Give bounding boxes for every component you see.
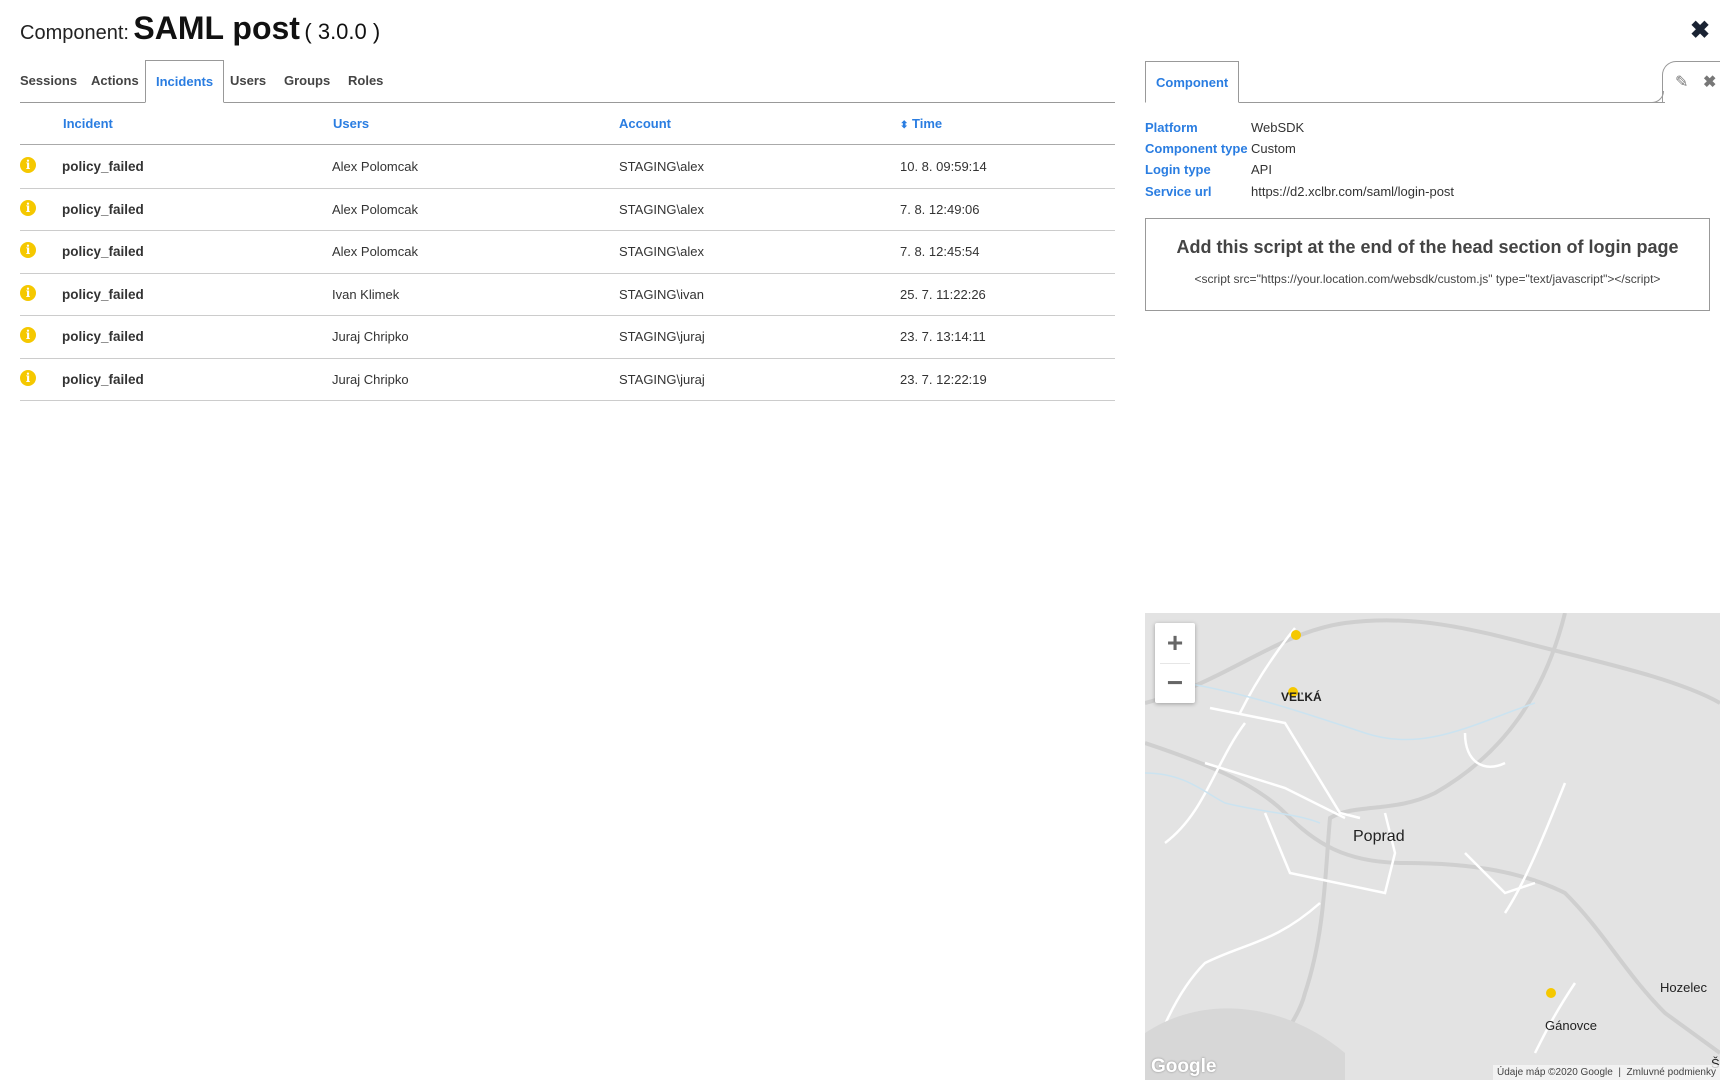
close-icon[interactable]: ✖ [1690, 17, 1711, 44]
sort-icon[interactable]: ⬍ [900, 120, 909, 131]
script-title: Add this script at the end of the head s… [1176, 237, 1679, 257]
incident-name: policy_failed [62, 201, 144, 217]
column-users[interactable]: Users [333, 116, 370, 131]
user-name: Alex Polomcak [332, 159, 418, 174]
panel-tools: ✎ ✖ [1662, 61, 1720, 103]
close-icon[interactable]: ✖ [1703, 74, 1717, 91]
account: STAGING\juraj [619, 371, 705, 387]
map-attribution: Údaje máp ©2020 Google | Zmluvné podmien… [1493, 1065, 1720, 1080]
user-name: Alex Polomcak [332, 244, 418, 259]
info-icon: i [20, 242, 36, 258]
user-name: Juraj Chripko [332, 371, 409, 387]
column-incident[interactable]: Incident [63, 116, 113, 131]
zoom-in-button[interactable]: + [1166, 627, 1184, 658]
account: STAGING\alex [619, 159, 705, 174]
info-icon: i [20, 157, 36, 173]
time: 23. 7. 12:22:19 [900, 371, 987, 387]
map[interactable]: + − VEĽKÁ Poprad Hozelec Gánovce Š Googl… [1145, 613, 1720, 1080]
map-label: Gánovce [1545, 1018, 1598, 1033]
zoom-out-button[interactable]: − [1166, 667, 1184, 698]
tab-users[interactable]: Users [230, 73, 267, 88]
table-header: Incident Users Account ⬍ Time [20, 103, 1115, 145]
page-title: Component: SAML post ( 3.0.0 ) [20, 10, 381, 46]
map-marker [1291, 630, 1301, 640]
column-time[interactable]: ⬍ Time [900, 116, 943, 131]
terms-link[interactable]: Zmluvné podmienky [1626, 1067, 1716, 1078]
time: 7. 8. 12:45:54 [900, 244, 980, 259]
info-icon: i [20, 199, 36, 216]
zoom-control: + − [1155, 623, 1195, 703]
table-row[interactable]: i policy_failed Alex Polomcak STAGING\alex 1… [20, 146, 1115, 189]
info-icon: i [20, 327, 36, 343]
incident-name: policy_failed [62, 244, 144, 259]
tab-roles[interactable]: Roles [348, 73, 384, 88]
table-row[interactable]: i policy_failed Juraj Chripko STAGING\juraj… [20, 359, 1115, 401]
map-label: Š [1711, 1056, 1720, 1071]
script-code[interactable]: <script src="https://your.location.com/w… [1194, 272, 1661, 286]
time: 25. 7. 11:22:26 [900, 286, 986, 302]
tab-groups[interactable]: Groups [284, 73, 331, 88]
account: STAGING\ivan [619, 286, 705, 302]
map-marker [1546, 988, 1556, 998]
account: STAGING\alex [619, 244, 705, 259]
panel-tab-bar: Component [1145, 61, 1665, 103]
script-snippet-box: Add this script at the end of the head s… [1145, 218, 1710, 311]
tab-sessions[interactable]: Sessions [20, 73, 78, 88]
user-name: Ivan Klimek [332, 286, 400, 302]
info-icon: i [20, 369, 36, 386]
map-label: Hozelec [1660, 980, 1707, 995]
column-account[interactable]: Account [619, 116, 671, 131]
time: 23. 7. 13:14:11 [900, 329, 986, 344]
tab-component[interactable]: Component [1145, 61, 1240, 103]
tab-actions[interactable]: Actions [91, 73, 139, 88]
incident-name: policy_failed [62, 329, 144, 344]
table-row[interactable]: i policy_failed Juraj Chripko STAGING\juraj… [20, 316, 1115, 359]
incident-name: policy_failed [62, 371, 144, 387]
map-marker [1288, 687, 1298, 697]
edit-icon[interactable]: ✎ [1675, 74, 1689, 91]
google-logo: Google [1151, 1056, 1217, 1077]
info-icon: i [20, 284, 36, 301]
time: 10. 8. 09:59:14 [900, 159, 987, 174]
user-name: Juraj Chripko [332, 329, 409, 344]
table-row[interactable]: i policy_failed Alex Polomcak STAGING\alex 7… [20, 189, 1115, 231]
map-roads [1145, 613, 1720, 1080]
account: STAGING\juraj [619, 329, 705, 344]
account: STAGING\alex [619, 201, 705, 217]
table-row[interactable]: i policy_failed Alex Polomcak STAGING\alex 7… [20, 231, 1115, 274]
map-label: Poprad [1353, 828, 1405, 845]
map-label: VEĽKÁ [1281, 690, 1322, 704]
incident-name: policy_failed [62, 286, 144, 302]
divider [1160, 663, 1190, 664]
tab-incidents[interactable]: Incidents [145, 60, 225, 103]
user-name: Alex Polomcak [332, 201, 418, 217]
tab-bar: Sessions Actions Incidents Users Groups … [20, 60, 1115, 103]
table-row[interactable]: i policy_failed Ivan Klimek STAGING\ivan 25.… [20, 274, 1115, 316]
time: 7. 8. 12:49:06 [900, 201, 980, 217]
incident-name: policy_failed [62, 159, 144, 174]
